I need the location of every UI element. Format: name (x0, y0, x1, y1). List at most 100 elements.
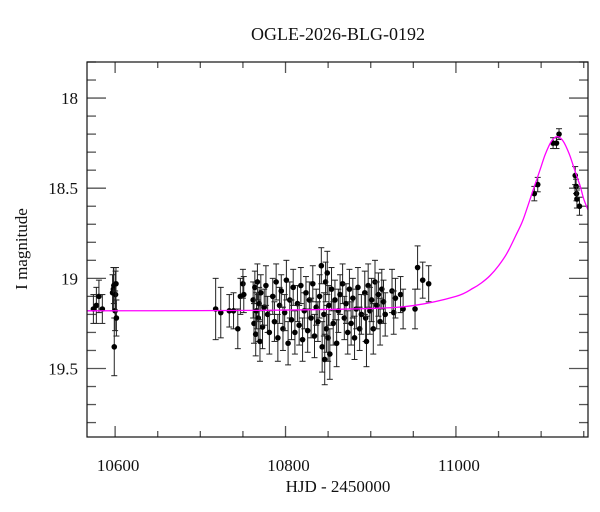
point-marker (240, 291, 247, 298)
point-marker (271, 318, 278, 325)
data-point (271, 301, 278, 342)
y-axis-label: I magnitude (12, 208, 31, 290)
y-tick-label: 18 (61, 89, 78, 108)
point-marker (397, 291, 404, 298)
point-marker (328, 286, 335, 292)
point-marker (333, 340, 340, 347)
y-tick-label: 19.5 (48, 359, 78, 378)
point-marker (553, 140, 560, 146)
point-marker (363, 338, 370, 345)
data-point (113, 299, 120, 337)
data-point (534, 176, 541, 193)
data-point (324, 250, 331, 296)
chart-title: OGLE-2026-BLG-0192 (251, 24, 425, 44)
point-marker (332, 297, 338, 303)
data-point (333, 319, 340, 368)
data-point (217, 286, 224, 339)
point-marker (311, 333, 318, 339)
data-point (419, 261, 426, 299)
point-marker (252, 331, 259, 338)
point-marker (269, 293, 276, 300)
data-point (572, 166, 579, 186)
point-marker (368, 297, 375, 303)
data-point (344, 310, 351, 355)
point-marker (308, 315, 314, 321)
point-marker (419, 277, 426, 283)
point-marker (343, 300, 349, 307)
data-point (318, 247, 325, 285)
data-point (553, 137, 560, 150)
point-marker (273, 279, 279, 285)
point-marker (412, 306, 418, 312)
data-point (316, 274, 323, 319)
data-point (319, 321, 326, 373)
data-point (285, 321, 292, 366)
data-point (308, 297, 315, 339)
point-marker (304, 327, 311, 334)
data-point (234, 308, 241, 350)
x-axis-label: HJD - 2450000 (286, 477, 391, 496)
data-point (414, 245, 421, 290)
x-tick-label: 10600 (97, 456, 140, 475)
point-marker (303, 289, 309, 296)
data-point (283, 259, 290, 301)
point-marker (344, 329, 351, 336)
axis-ticks (87, 61, 588, 437)
point-marker (296, 322, 302, 329)
point-marker (375, 291, 382, 298)
point-marker (330, 320, 337, 327)
data-point (328, 267, 335, 312)
point-marker (113, 315, 120, 321)
y-tick-label: 19 (61, 269, 78, 288)
point-marker (346, 286, 353, 292)
plot-frame (86, 61, 589, 438)
point-marker (370, 326, 377, 332)
data-point (326, 328, 333, 380)
point-marker (351, 335, 358, 341)
data-point (296, 304, 303, 346)
point-marker (93, 302, 100, 309)
data-point (252, 312, 259, 357)
data-point (366, 286, 373, 335)
point-marker (113, 280, 119, 287)
point-marker (324, 270, 331, 276)
point-marker (111, 344, 118, 350)
point-marker (254, 279, 261, 285)
data-point (90, 294, 97, 324)
point-marker (285, 340, 291, 347)
point-marker (556, 131, 562, 137)
point-marker (316, 293, 323, 300)
data-point (311, 313, 318, 359)
data-point (273, 263, 280, 301)
data-point (99, 294, 106, 324)
data-point (291, 310, 298, 355)
point-marker (392, 295, 399, 301)
data-point (297, 267, 304, 305)
data-point (354, 267, 361, 308)
point-marker (252, 284, 258, 291)
data-point (212, 277, 219, 341)
point-marker (576, 203, 583, 210)
data-point (576, 196, 583, 216)
point-marker (281, 309, 288, 316)
point-marker (382, 311, 389, 318)
point-marker (299, 336, 306, 343)
x-tick-label: 11000 (438, 456, 480, 475)
data-point (325, 285, 332, 326)
point-marker (315, 318, 321, 325)
data-point (425, 265, 432, 303)
point-marker (235, 326, 241, 332)
data-point (274, 313, 281, 362)
data-point (93, 286, 100, 324)
point-marker (318, 262, 325, 269)
model-curve (87, 135, 588, 312)
point-marker (217, 309, 224, 316)
data-point (375, 272, 382, 317)
data-points (90, 128, 583, 386)
data-point (309, 265, 316, 303)
point-marker (534, 181, 541, 188)
y-tick-label: 18.5 (48, 179, 78, 198)
point-marker (278, 288, 285, 294)
point-marker (355, 284, 361, 291)
point-marker (319, 344, 325, 350)
